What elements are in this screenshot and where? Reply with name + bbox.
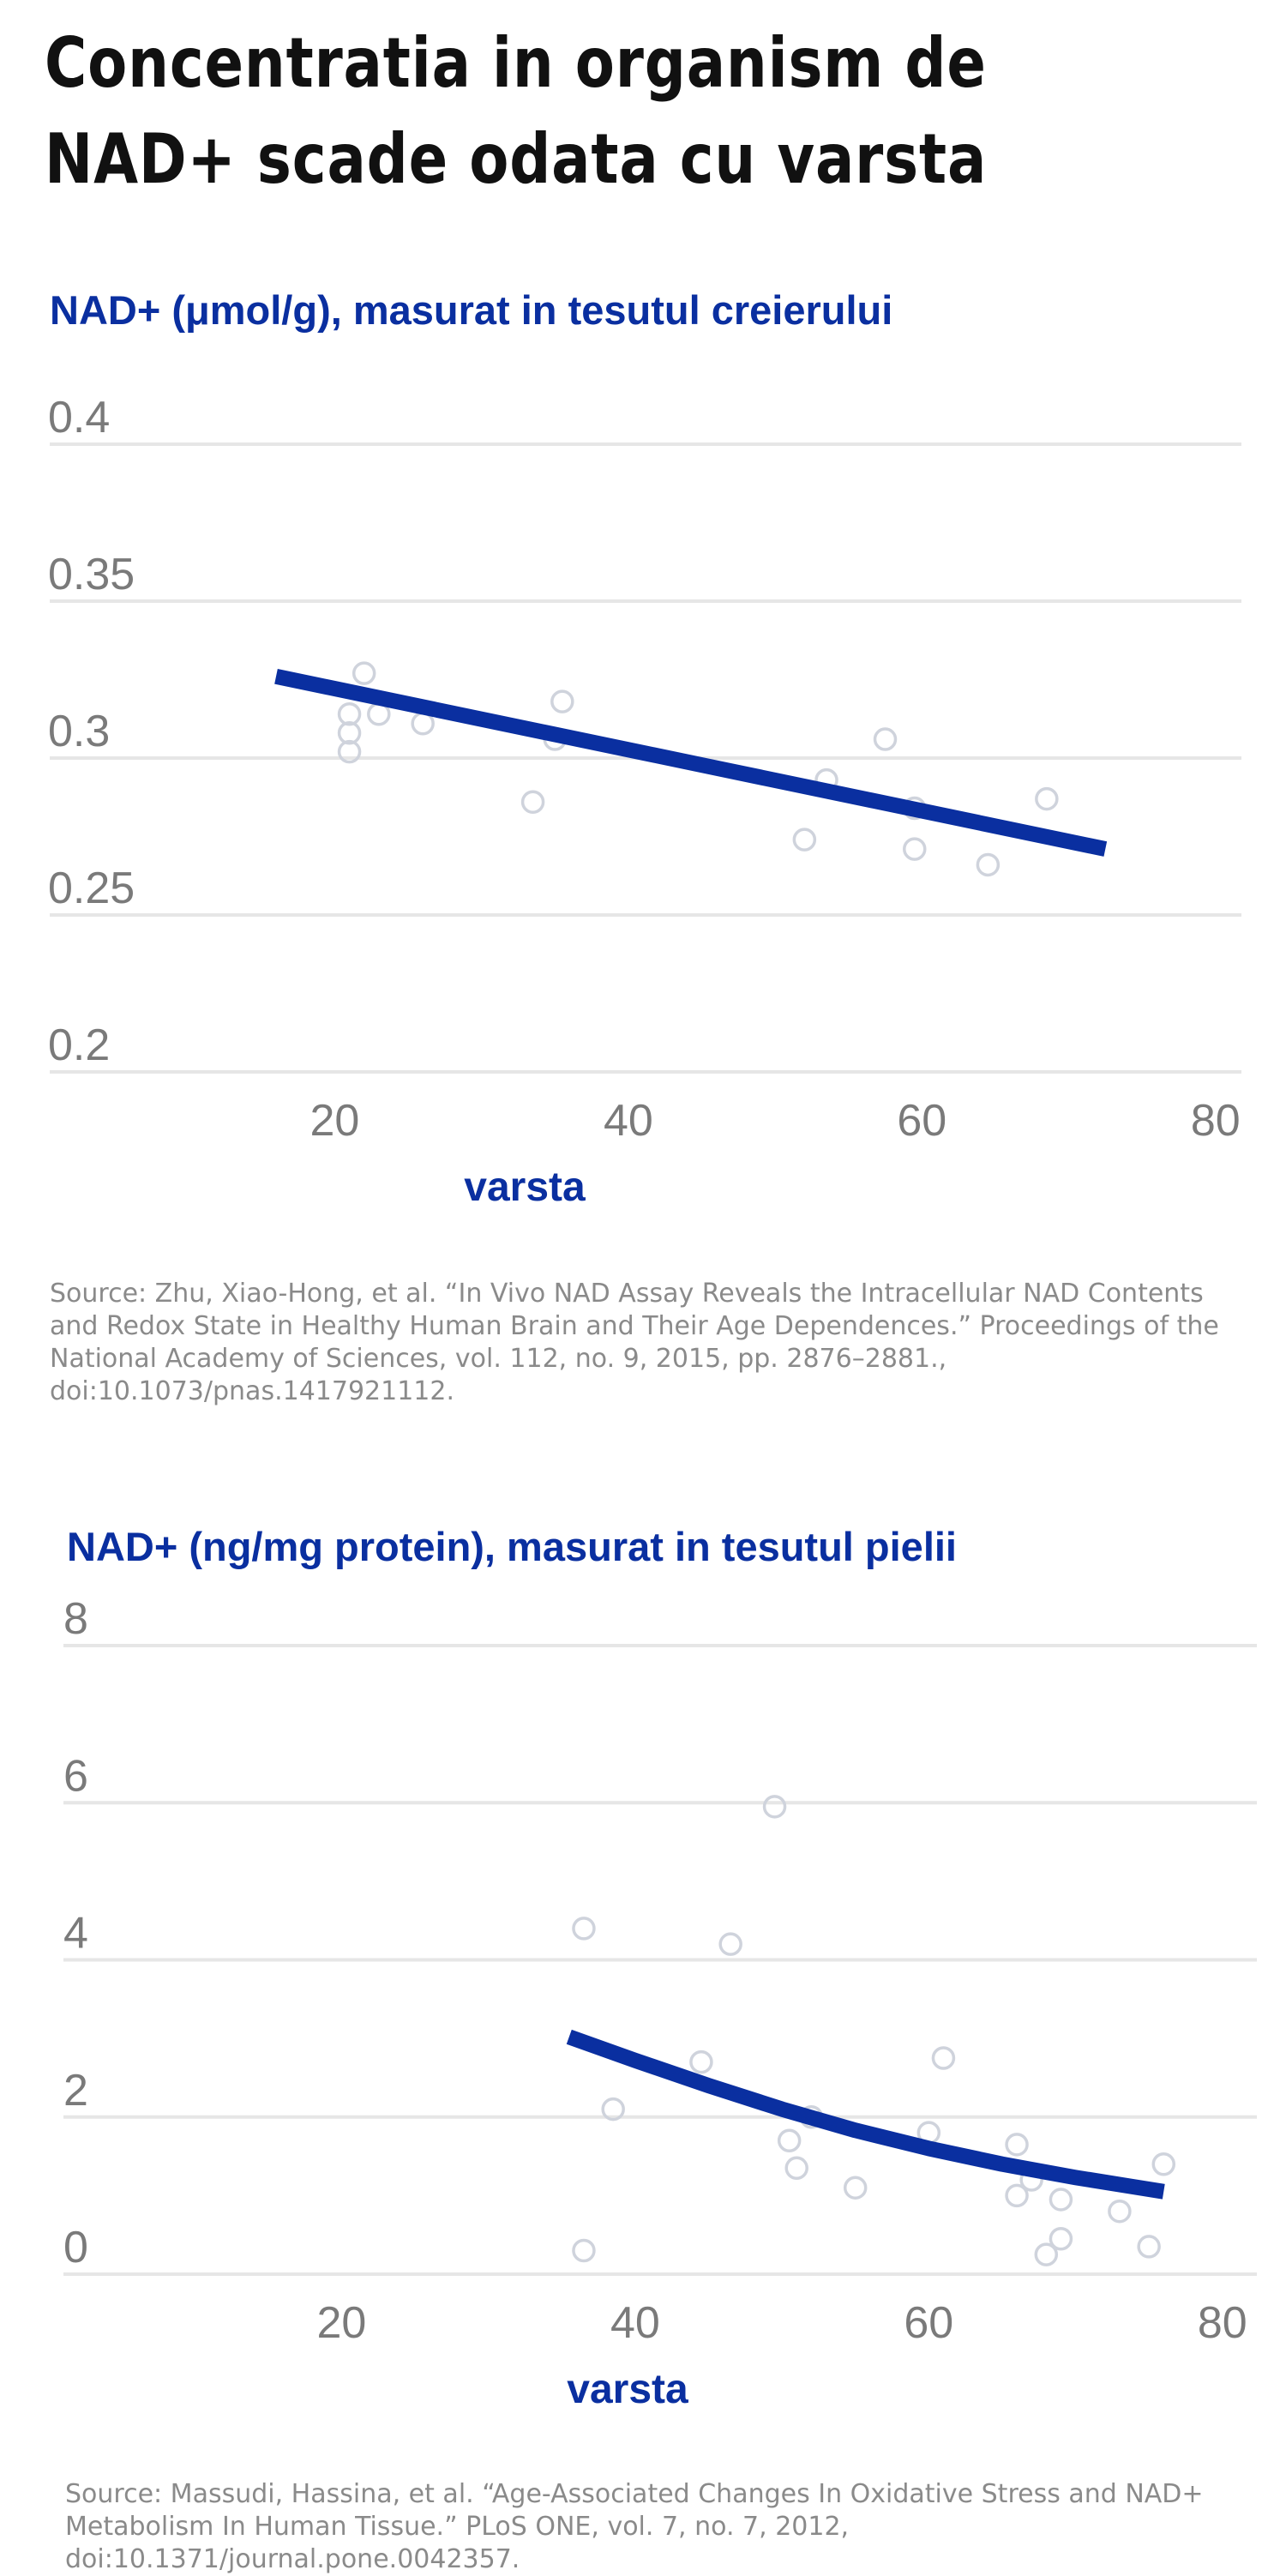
skin-x-tick-label: 40 xyxy=(610,2298,660,2348)
brain-data-point xyxy=(550,689,574,713)
brain-x-tick-label: 80 xyxy=(1191,1096,1241,1146)
skin-x-tick-label: 80 xyxy=(1198,2298,1247,2348)
brain-data-point xyxy=(337,720,362,745)
skin-data-point xyxy=(1049,2227,1073,2251)
skin-y-tick-label: 2 xyxy=(63,2066,88,2116)
brain-nad-chart: NAD+ (μmol/g), masurat in tesutul creier… xyxy=(0,274,1286,1432)
skin-data-point xyxy=(689,2049,713,2074)
brain-y-tick-label: 0.2 xyxy=(48,1020,110,1070)
skin-data-point xyxy=(601,2097,625,2122)
brain-x-tick-label: 60 xyxy=(897,1096,946,1146)
skin-chart-canvas: NAD+ (ng/mg protein), masurat in tesutul… xyxy=(63,1524,1257,2412)
brain-chart-canvas: NAD+ (μmol/g), masurat in tesutul creier… xyxy=(48,287,1241,1210)
skin-nad-chart: NAD+ (ng/mg protein), masurat in tesutul… xyxy=(0,1475,1286,2574)
brain-data-point xyxy=(352,661,376,685)
brain-data-point xyxy=(337,739,362,764)
skin-data-point xyxy=(1049,2188,1073,2212)
brain-y-tick-label: 0.35 xyxy=(48,550,135,599)
skin-data-point xyxy=(572,2238,596,2263)
skin-y-axis-title: NAD+ (ng/mg protein), masurat in tesutul… xyxy=(67,1524,957,1569)
brain-x-tick-label: 20 xyxy=(310,1096,360,1146)
brain-y-tick-label: 0.3 xyxy=(48,707,110,756)
brain-y-tick-label: 0.4 xyxy=(48,393,110,442)
skin-data-point xyxy=(1151,2152,1176,2176)
skin-data-point xyxy=(931,2046,956,2070)
brain-y-tick-label: 0.25 xyxy=(48,864,135,913)
brain-data-point xyxy=(1035,786,1059,811)
brain-data-point xyxy=(976,852,1001,877)
brain-data-point xyxy=(520,790,545,814)
brain-chart-source: Source: Zhu, Xiao-Hong, et al. “In Vivo … xyxy=(50,1279,1219,1406)
skin-x-axis-title: varsta xyxy=(567,2367,688,2412)
skin-y-tick-label: 8 xyxy=(63,1594,88,1644)
skin-data-point xyxy=(718,1932,742,1956)
page-title: Concentratia in organism de NAD+ scade o… xyxy=(45,23,988,199)
skin-y-tick-label: 0 xyxy=(63,2223,88,2272)
skin-data-point xyxy=(1137,2235,1161,2259)
skin-data-point xyxy=(843,2176,868,2200)
skin-data-point xyxy=(1005,2183,1029,2208)
brain-data-point xyxy=(337,702,362,726)
skin-y-tick-label: 6 xyxy=(63,1751,88,1801)
brain-y-axis-title: NAD+ (μmol/g), masurat in tesutul creier… xyxy=(50,287,892,333)
brain-data-point xyxy=(903,837,927,861)
skin-x-tick-label: 20 xyxy=(317,2298,367,2348)
skin-chart-source: Source: Massudi, Hassina, et al. “Age-As… xyxy=(65,2479,1204,2574)
skin-data-point xyxy=(784,2156,808,2181)
skin-data-point xyxy=(777,2128,802,2152)
skin-y-tick-label: 4 xyxy=(63,1909,88,1959)
brain-trend-line xyxy=(274,668,1108,857)
skin-x-tick-label: 60 xyxy=(904,2298,953,2348)
brain-x-tick-label: 40 xyxy=(604,1096,653,1146)
skin-data-point xyxy=(1005,2133,1029,2157)
skin-data-point xyxy=(572,1917,596,1941)
skin-trend-line xyxy=(566,2029,1165,2200)
skin-data-point xyxy=(1034,2242,1059,2266)
brain-x-axis-title: varsta xyxy=(464,1165,586,1210)
brain-data-point xyxy=(873,727,898,751)
skin-data-point xyxy=(762,1795,787,1819)
brain-data-point xyxy=(792,828,817,852)
skin-data-point xyxy=(1108,2199,1132,2224)
